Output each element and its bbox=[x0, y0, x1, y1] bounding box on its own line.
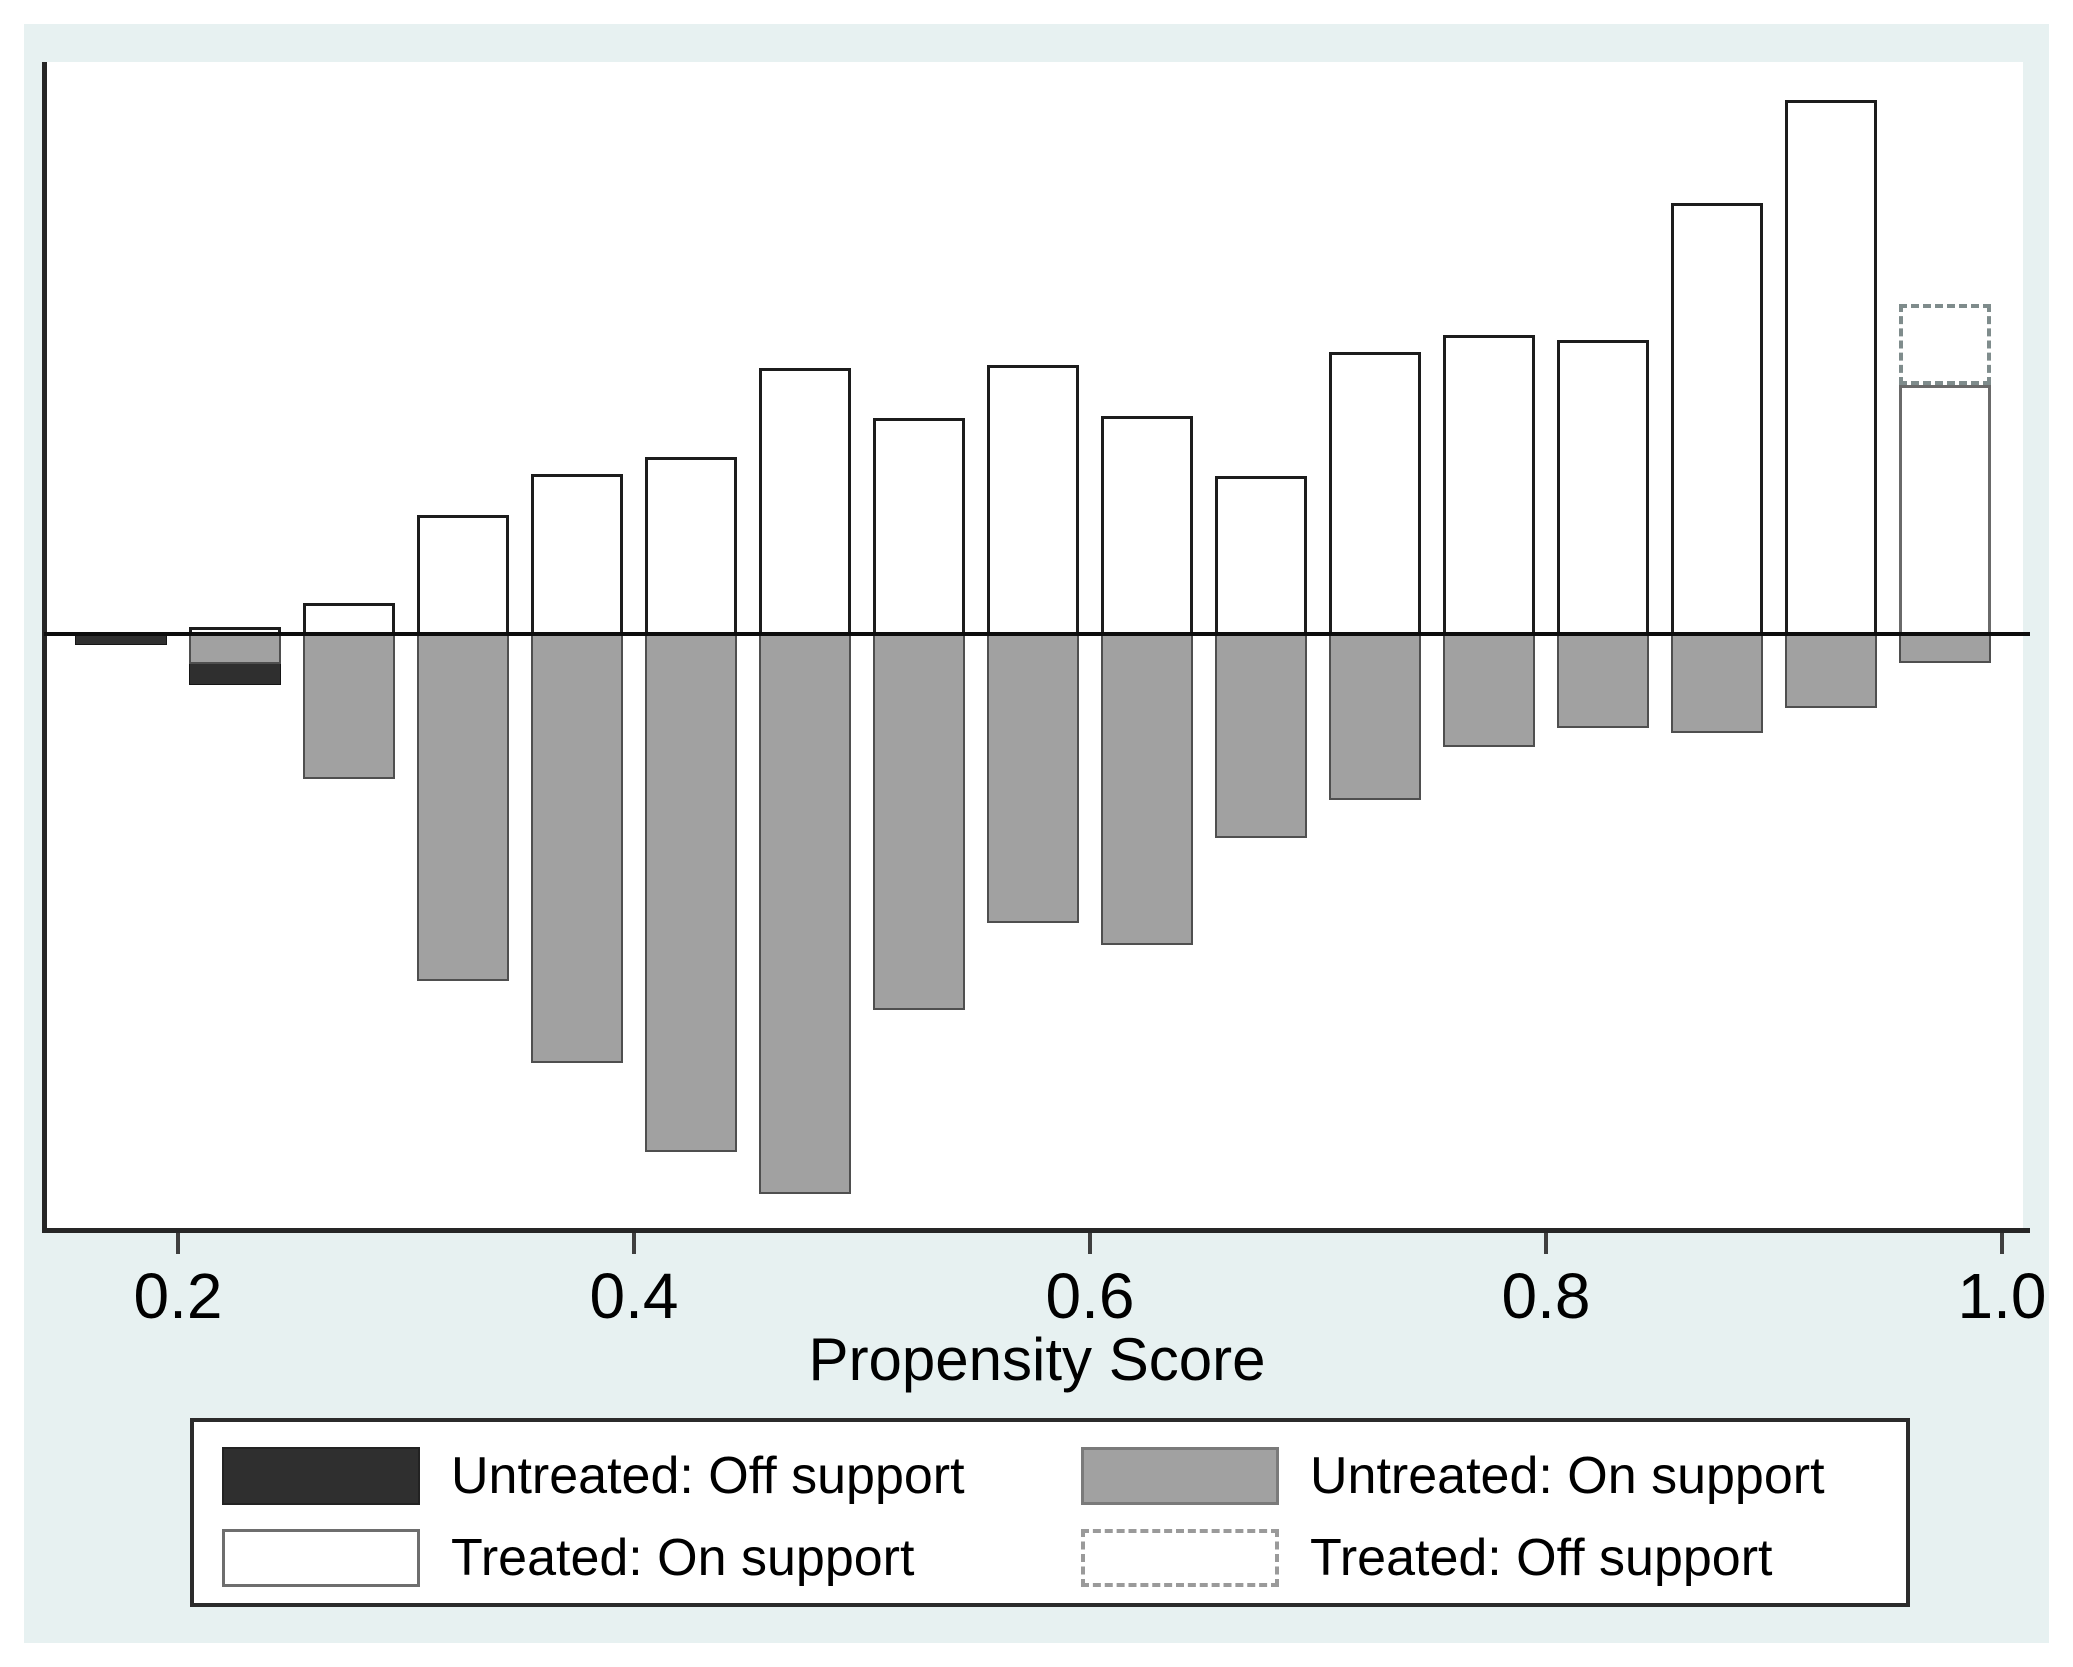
hist-bar-treated-on-support bbox=[987, 365, 1079, 636]
hist-bar-treated-on-support bbox=[1671, 203, 1763, 636]
hist-bar-untreated-on-support bbox=[1899, 634, 1991, 663]
hist-bar-treated-on-support bbox=[1329, 352, 1421, 636]
hist-bar-untreated-on-support bbox=[1557, 634, 1649, 728]
legend: Untreated: Off support Treated: On suppo… bbox=[190, 1418, 1910, 1607]
untreated-on-support-swatch-icon bbox=[1081, 1447, 1279, 1505]
x-tick bbox=[176, 1233, 180, 1254]
x-tick bbox=[1544, 1233, 1548, 1254]
hist-bar-untreated-off-support bbox=[75, 634, 167, 645]
hist-bar-treated-on-support bbox=[1101, 416, 1193, 636]
legend-item-untreated-on-support: Untreated: On support bbox=[1081, 1447, 1825, 1505]
legend-label: Treated: On support bbox=[451, 1529, 915, 1587]
hist-bar-untreated-on-support bbox=[759, 634, 851, 1194]
hist-bar-treated-on-support bbox=[1215, 476, 1307, 636]
hist-bar-untreated-on-support bbox=[645, 634, 737, 1152]
x-tick bbox=[1088, 1233, 1092, 1254]
hist-bar-untreated-on-support bbox=[1443, 634, 1535, 747]
hist-bar-treated-on-support bbox=[645, 457, 737, 636]
hist-bar-untreated-on-support bbox=[1329, 634, 1421, 800]
x-tick bbox=[2000, 1233, 2004, 1254]
hist-bar-treated-on-support bbox=[531, 474, 623, 636]
hist-bar-untreated-on-support bbox=[987, 634, 1079, 923]
untreated-off-support-swatch-icon bbox=[222, 1447, 420, 1505]
legend-item-treated-off-support: Treated: Off support bbox=[1081, 1529, 1772, 1587]
hist-bar-untreated-on-support bbox=[531, 634, 623, 1063]
y-axis-line bbox=[42, 62, 47, 1233]
hist-bar-untreated-on-support bbox=[1215, 634, 1307, 838]
legend-label: Untreated: Off support bbox=[451, 1447, 965, 1505]
hist-bar-treated-on-support bbox=[759, 368, 851, 636]
hist-bar-treated-on-support bbox=[1785, 100, 1877, 636]
hist-bar-treated-off-support bbox=[1899, 304, 1991, 385]
legend-label: Treated: Off support bbox=[1310, 1529, 1773, 1587]
x-tick-label: 1.0 bbox=[1957, 1260, 2047, 1332]
hist-bar-untreated-on-support bbox=[189, 634, 281, 664]
hist-bar-untreated-on-support bbox=[1101, 634, 1193, 945]
legend-item-treated-on-support: Treated: On support bbox=[222, 1529, 914, 1587]
legend-label: Untreated: On support bbox=[1310, 1447, 1825, 1505]
hist-bar-untreated-on-support bbox=[873, 634, 965, 1010]
x-axis-line bbox=[42, 1228, 2030, 1233]
hist-bar-untreated-on-support bbox=[1785, 634, 1877, 708]
hist-bar-treated-on-support bbox=[1443, 335, 1535, 636]
hist-bar-untreated-on-support bbox=[303, 634, 395, 779]
x-axis-title: Propensity Score bbox=[808, 1326, 1266, 1393]
treated-off-support-swatch-icon bbox=[1081, 1529, 1279, 1587]
zero-baseline bbox=[44, 632, 2030, 636]
hist-bar-treated-on-support bbox=[873, 418, 965, 636]
x-tick-label: 0.6 bbox=[1045, 1260, 1135, 1332]
x-tick-label: 0.2 bbox=[133, 1260, 223, 1332]
hist-bar-treated-on-support bbox=[1557, 340, 1649, 636]
hist-bar-treated-on-support bbox=[1899, 385, 1991, 636]
x-tick bbox=[632, 1233, 636, 1254]
treated-on-support-swatch-icon bbox=[222, 1529, 420, 1587]
x-tick-label: 0.8 bbox=[1501, 1260, 1591, 1332]
hist-bar-untreated-on-support bbox=[1671, 634, 1763, 733]
hist-bar-treated-on-support bbox=[417, 515, 509, 636]
hist-bar-untreated-on-support bbox=[417, 634, 509, 981]
x-tick-label: 0.4 bbox=[589, 1260, 679, 1332]
hist-bar-untreated-off-support bbox=[189, 664, 281, 685]
legend-item-untreated-off-support: Untreated: Off support bbox=[222, 1447, 965, 1505]
